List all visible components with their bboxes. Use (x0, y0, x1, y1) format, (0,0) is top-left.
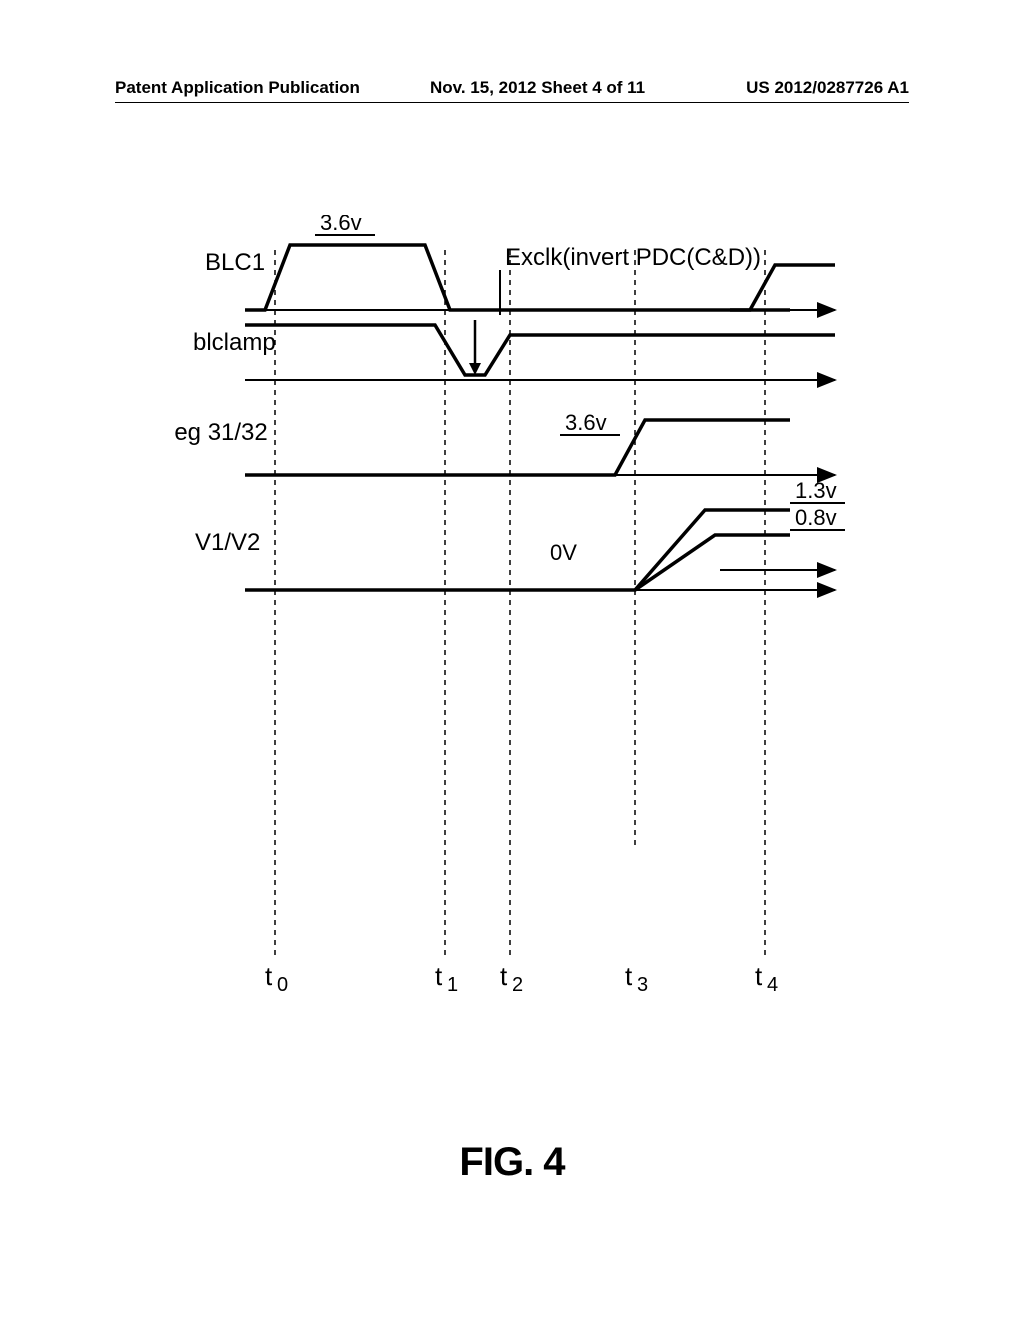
header-center: Nov. 15, 2012 Sheet 4 of 11 (430, 78, 645, 98)
svg-text:t: t (625, 961, 633, 991)
svg-text:1.3v: 1.3v (795, 478, 837, 503)
svg-text:0.8v: 0.8v (795, 505, 837, 530)
svg-text:Exclk(invert PDC(C&D)): Exclk(invert PDC(C&D)) (505, 244, 761, 271)
svg-text:2: 2 (512, 974, 523, 996)
figure-caption: FIG. 4 (0, 1140, 1024, 1185)
svg-text:t: t (755, 961, 763, 991)
header-rule (115, 102, 909, 103)
svg-text:blclamp: blclamp (193, 329, 276, 356)
svg-text:4: 4 (767, 974, 778, 996)
svg-text:0: 0 (277, 974, 288, 996)
svg-text:t: t (435, 961, 443, 991)
svg-text:3.6v: 3.6v (565, 410, 607, 435)
svg-text:t: t (500, 961, 508, 991)
svg-text:0V: 0V (550, 540, 577, 565)
svg-text:BLC1: BLC1 (205, 249, 265, 276)
svg-text:t: t (265, 961, 273, 991)
svg-text:1: 1 (447, 974, 458, 996)
time-labels: t0t1t2t3t4 (265, 961, 778, 996)
svg-text:3.6v: 3.6v (320, 215, 362, 235)
header-left: Patent Application Publication (115, 78, 360, 98)
page-header: Patent Application Publication Nov. 15, … (0, 78, 1024, 108)
svg-text:Reg 31/32: Reg 31/32 (175, 419, 268, 446)
time-guides (275, 250, 765, 960)
svg-text:V1/V2: V1/V2 (195, 529, 260, 556)
timing-svg: BLC1 3.6v blclamp Exclk(invert PDC(C&D)) Reg… (175, 215, 895, 1095)
timing-diagram: BLC1 3.6v blclamp Exclk(invert PDC(C&D)) Reg… (175, 215, 895, 1095)
svg-text:3: 3 (637, 974, 648, 996)
header-right: US 2012/0287726 A1 (746, 78, 909, 98)
